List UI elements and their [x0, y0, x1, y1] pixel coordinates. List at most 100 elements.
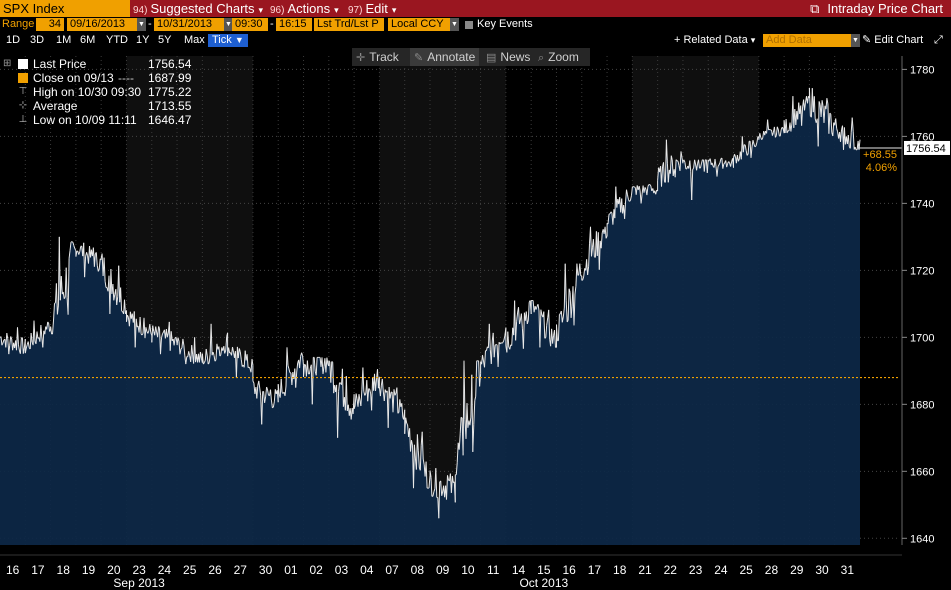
price-tick	[104, 281, 107, 288]
price-tick	[220, 347, 223, 355]
price-tick	[474, 396, 477, 401]
end-date-field[interactable]: 10/31/2013	[154, 18, 224, 31]
range-button-ytd[interactable]: YTD	[106, 34, 128, 46]
annotate-tool[interactable]: ✎ Annotate	[410, 48, 480, 66]
x-tick-label: 14	[512, 563, 526, 577]
price-tick	[696, 163, 698, 171]
period-selector[interactable]: Tick ▼	[208, 34, 248, 47]
suggested-charts-menu[interactable]: 94) Suggested Charts ▾	[133, 0, 263, 17]
x-tick-label: 29	[790, 563, 804, 577]
price-tick	[752, 139, 755, 145]
price-tick	[644, 187, 647, 190]
price-tick	[49, 328, 52, 332]
end-time-field[interactable]: 16:15	[276, 18, 312, 31]
currency-field[interactable]: Local CCY	[388, 18, 450, 31]
price-tick	[497, 342, 500, 367]
edit-menu[interactable]: 97) Edit ▾	[348, 0, 396, 17]
price-tick	[522, 312, 525, 349]
add-data-dropdown-icon[interactable]: ▼	[851, 34, 860, 47]
range-button-1m[interactable]: 1M	[56, 34, 72, 46]
price-tick	[261, 391, 264, 425]
external-link-icon[interactable]: ⧉	[810, 1, 820, 16]
y-tick-label: 1640	[910, 533, 934, 545]
chart-toolbar: ✛ Track ✎ Annotate ▤ News ⌕ Zoom	[352, 48, 590, 66]
price-tick	[719, 158, 722, 164]
related-data-button[interactable]: + Related Data ▾	[674, 34, 755, 47]
price-tick	[149, 324, 152, 333]
price-tick	[854, 146, 857, 150]
security-ticker[interactable]: SPX Index	[0, 0, 130, 17]
price-tick	[590, 226, 592, 257]
price-type-field[interactable]: Lst Trd/Lst P	[314, 18, 384, 31]
range-button-1y[interactable]: 1Y	[136, 34, 150, 46]
range-button-6m[interactable]: 6M	[80, 34, 96, 46]
price-tick	[121, 310, 123, 313]
track-tool[interactable]: ✛ Track	[356, 48, 399, 66]
price-tick	[567, 288, 570, 321]
period-label: Tick	[212, 34, 232, 46]
price-tick	[135, 318, 138, 328]
start-date-dropdown-icon[interactable]: ▼	[137, 18, 146, 31]
price-tick	[610, 211, 613, 214]
price-tick	[471, 374, 474, 452]
price-tick	[526, 320, 529, 325]
price-tick	[214, 359, 217, 362]
price-tick	[492, 332, 495, 358]
price-tick	[264, 396, 267, 403]
price-tick	[583, 268, 586, 277]
range-button-3d[interactable]: 3D	[30, 34, 45, 46]
price-tick	[823, 105, 826, 123]
start-date-field[interactable]: 09/16/2013	[67, 18, 137, 31]
x-tick-label: 04	[360, 563, 374, 577]
price-tick	[745, 150, 748, 156]
actions-menu[interactable]: 96) Actions ▾	[270, 0, 339, 17]
range-button-5y[interactable]: 5Y	[158, 34, 172, 46]
price-tick	[433, 488, 436, 492]
price-tick	[313, 357, 316, 372]
price-tick	[25, 344, 28, 349]
price-tick	[756, 136, 759, 143]
price-tick	[256, 385, 259, 399]
price-tick	[761, 137, 764, 140]
price-tick	[446, 475, 448, 500]
high-marker-icon: ⊤	[18, 86, 28, 97]
range-days-field[interactable]: 34	[36, 18, 64, 31]
price-tick	[191, 345, 194, 355]
price-tick	[466, 403, 469, 428]
price-tick	[103, 257, 106, 282]
price-tick	[728, 161, 731, 164]
news-tool[interactable]: ▤ News	[486, 48, 530, 66]
price-tick	[730, 161, 733, 167]
caret-down-icon: ▾	[258, 5, 264, 15]
end-date-dropdown-icon[interactable]: ▼	[224, 18, 233, 31]
price-tick	[27, 341, 30, 348]
price-tick	[367, 388, 370, 402]
currency-dropdown-icon[interactable]: ▼	[450, 18, 459, 31]
start-time-field[interactable]: 09:30	[232, 18, 268, 31]
price-tick	[469, 417, 472, 426]
price-tick	[484, 350, 486, 368]
price-tick	[817, 101, 820, 147]
price-tick	[674, 159, 677, 178]
range-button-1d[interactable]: 1D	[6, 34, 21, 46]
menu-number: 96)	[270, 5, 285, 16]
pencil-icon: ✎	[414, 52, 424, 64]
price-tick	[345, 376, 348, 411]
key-events-checkbox[interactable]	[465, 21, 473, 29]
price-tick	[18, 344, 20, 352]
zoom-tool[interactable]: ⌕ Zoom	[538, 48, 579, 66]
change-percent: 4.06%	[866, 162, 897, 174]
x-tick-label: 20	[107, 563, 121, 577]
price-tick	[248, 366, 251, 369]
range-button-max[interactable]: Max	[184, 34, 205, 46]
price-tick	[53, 303, 55, 321]
price-tick	[199, 351, 202, 359]
price-tick	[379, 385, 382, 397]
add-data-input[interactable]: Add Data	[763, 34, 851, 47]
price-tick	[60, 276, 63, 295]
edit-chart-button[interactable]: ✎ Edit Chart	[862, 34, 923, 47]
price-tick	[458, 433, 461, 450]
price-tick	[683, 159, 686, 163]
collapse-icon[interactable]: ⤢	[934, 34, 943, 46]
